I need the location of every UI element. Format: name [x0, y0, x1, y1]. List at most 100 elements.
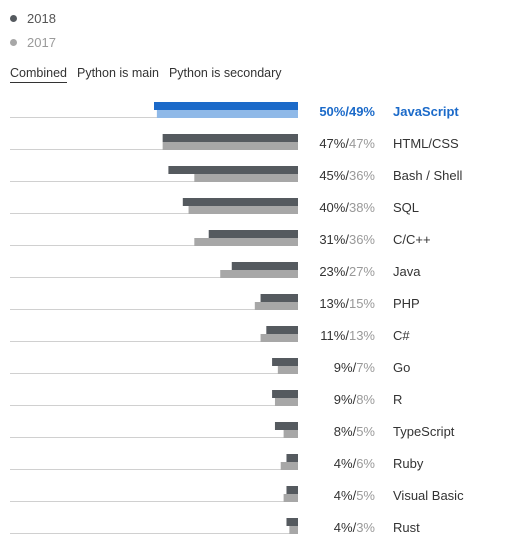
value-label-c-c: 31%/36% — [319, 232, 375, 247]
legend-dot-2017 — [10, 38, 17, 46]
bar-2018-bash-shell — [168, 166, 298, 174]
value-2017-ruby: 6% — [356, 456, 375, 471]
value-2018-html-css: 47%/ — [319, 136, 349, 151]
category-label-ruby: Ruby — [393, 456, 424, 471]
bar-row-javascript: 50%/49% JavaScript — [10, 102, 459, 119]
value-2018-typescript: 8%/ — [334, 424, 357, 439]
bar-row-rust: 4%/3% Rust — [10, 518, 420, 535]
value-2017-visual-basic: 5% — [356, 488, 375, 503]
value-2018-sql: 40%/ — [319, 200, 349, 215]
value-2017-php: 15% — [349, 296, 375, 311]
value-2017-go: 7% — [356, 360, 375, 375]
value-2018-ruby: 4%/ — [334, 456, 357, 471]
category-label-typescript: TypeScript — [393, 424, 455, 439]
bar-row-c-c: 31%/36% C/C++ — [10, 230, 431, 247]
category-label-bash-shell: Bash / Shell — [393, 168, 462, 183]
value-label-html-css: 47%/47% — [319, 136, 375, 151]
bar-2017-java — [220, 270, 298, 278]
value-2017-typescript: 5% — [356, 424, 375, 439]
category-label-html-css: HTML/CSS — [393, 136, 459, 151]
bar-2018-javascript — [154, 102, 298, 110]
value-2017-html-css: 47% — [349, 136, 375, 151]
category-label-go: Go — [393, 360, 410, 375]
tab-combined[interactable]: Combined — [10, 66, 67, 83]
bar-2017-html-css — [162, 142, 298, 150]
legend: 2018 2017 — [10, 6, 56, 54]
category-label-visual-basic: Visual Basic — [393, 488, 464, 503]
value-2018-c-c: 31%/ — [319, 232, 349, 247]
bar-2018-typescript — [274, 422, 298, 430]
bar-2017-go — [277, 366, 298, 374]
category-label-c: C# — [393, 328, 410, 343]
value-label-bash-shell: 45%/36% — [319, 168, 375, 183]
bar-2017-r — [274, 398, 298, 406]
value-label-javascript: 50%/49% — [319, 104, 375, 119]
legend-item-2018[interactable]: 2018 — [10, 6, 56, 30]
category-label-rust: Rust — [393, 520, 420, 535]
value-2018-go: 9%/ — [334, 360, 357, 375]
bar-row-ruby: 4%/6% Ruby — [10, 454, 424, 471]
bar-row-java: 23%/27% Java — [10, 262, 421, 279]
tab-python-is-secondary[interactable]: Python is secondary — [168, 66, 282, 80]
bar-2018-rust — [286, 518, 298, 526]
category-label-javascript: JavaScript — [393, 104, 459, 119]
category-label-java: Java — [393, 264, 421, 279]
bar-row-php: 13%/15% PHP — [10, 294, 420, 311]
value-label-go: 9%/7% — [334, 360, 376, 375]
legend-label-2017: 2017 — [27, 34, 56, 50]
bar-row-sql: 40%/38% SQL — [10, 198, 419, 215]
bar-2018-visual-basic — [286, 486, 298, 494]
value-label-rust: 4%/3% — [334, 520, 376, 535]
value-label-ruby: 4%/6% — [334, 456, 376, 471]
value-2017-rust: 3% — [356, 520, 375, 535]
bar-2017-visual-basic — [283, 494, 298, 502]
value-label-java: 23%/27% — [319, 264, 375, 279]
bar-2017-ruby — [280, 462, 298, 470]
value-2018-java: 23%/ — [319, 264, 349, 279]
bar-2018-html-css — [162, 134, 298, 142]
bar-row-visual-basic: 4%/5% Visual Basic — [10, 486, 464, 503]
bar-row-bash-shell: 45%/36% Bash / Shell — [10, 166, 462, 183]
bar-row-typescript: 8%/5% TypeScript — [10, 422, 455, 439]
value-2018-c: 11%/ — [320, 328, 349, 343]
bar-2018-sql — [182, 198, 298, 206]
value-label-r: 9%/8% — [334, 392, 376, 407]
bar-row-r: 9%/8% R — [10, 390, 402, 407]
bar-2018-c — [266, 326, 298, 334]
category-label-c-c: C/C++ — [393, 232, 431, 247]
bar-2017-c — [260, 334, 298, 342]
value-label-php: 13%/15% — [319, 296, 375, 311]
value-2018-javascript: 50%/ — [319, 104, 349, 119]
tab-python-is-main[interactable]: Python is main — [76, 66, 159, 80]
value-2017-javascript: 49% — [349, 104, 375, 119]
value-2018-php: 13%/ — [319, 296, 349, 311]
category-label-sql: SQL — [393, 200, 419, 215]
value-2018-bash-shell: 45%/ — [319, 168, 349, 183]
bar-row-c: 11%/13% C# — [10, 326, 410, 343]
bar-2017-php — [254, 302, 298, 310]
category-label-php: PHP — [393, 296, 420, 311]
bar-2017-bash-shell — [194, 174, 298, 182]
bar-2018-c-c — [208, 230, 298, 238]
bar-2017-javascript — [156, 110, 298, 118]
value-2017-bash-shell: 36% — [349, 168, 375, 183]
value-2017-c-c: 36% — [349, 232, 375, 247]
bar-2017-typescript — [283, 430, 298, 438]
value-2018-visual-basic: 4%/ — [334, 488, 357, 503]
legend-item-2017[interactable]: 2017 — [10, 30, 56, 54]
bar-2018-go — [272, 358, 298, 366]
value-2017-java: 27% — [349, 264, 375, 279]
value-label-typescript: 8%/5% — [334, 424, 376, 439]
bar-2018-r — [272, 390, 298, 398]
filter-tabs: Combined Python is main Python is second… — [10, 66, 292, 83]
bar-2017-rust — [289, 526, 298, 534]
value-2017-sql: 38% — [349, 200, 375, 215]
bar-2018-php — [260, 294, 298, 302]
value-2018-r: 9%/ — [334, 392, 357, 407]
bar-2018-ruby — [286, 454, 298, 462]
value-2018-rust: 4%/ — [334, 520, 357, 535]
value-label-visual-basic: 4%/5% — [334, 488, 376, 503]
bar-2017-c-c — [194, 238, 298, 246]
value-label-sql: 40%/38% — [319, 200, 375, 215]
